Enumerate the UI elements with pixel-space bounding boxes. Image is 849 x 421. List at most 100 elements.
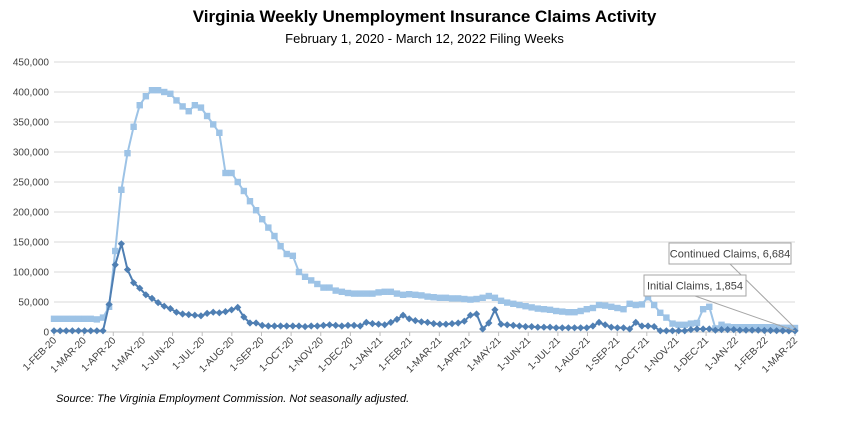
data-point — [344, 321, 352, 329]
callout-continued-claims: Continued Claims, 6,684 — [668, 242, 796, 329]
data-point — [62, 327, 70, 335]
data-point — [510, 300, 517, 307]
data-point — [405, 315, 413, 323]
data-point — [773, 327, 781, 335]
data-point — [644, 322, 652, 330]
data-point — [375, 289, 382, 296]
y-tick-label: 200,000 — [13, 208, 50, 219]
data-point — [252, 319, 260, 327]
data-point — [369, 290, 376, 297]
data-point — [81, 315, 88, 322]
data-point — [99, 314, 107, 321]
data-point — [724, 326, 732, 334]
data-point — [516, 301, 523, 309]
data-point — [142, 291, 150, 299]
data-point — [368, 320, 377, 328]
y-tick-label: 100,000 — [13, 268, 50, 279]
data-point — [472, 310, 481, 318]
data-point — [656, 327, 664, 335]
data-point — [50, 315, 58, 322]
y-tick-label: 300,000 — [13, 148, 50, 159]
data-point — [276, 322, 285, 330]
data-point — [448, 295, 456, 302]
data-point — [748, 326, 756, 334]
data-point — [240, 187, 248, 195]
y-tick-label: 250,000 — [13, 178, 50, 189]
data-point — [766, 326, 775, 335]
data-point — [675, 327, 683, 335]
data-point — [81, 327, 89, 335]
data-point — [289, 322, 297, 330]
data-point — [338, 288, 346, 295]
data-point — [75, 315, 82, 322]
data-point — [411, 317, 419, 325]
data-point — [412, 291, 419, 298]
data-point — [546, 306, 554, 313]
data-point — [675, 321, 682, 328]
data-point — [314, 280, 321, 288]
data-point — [711, 326, 719, 334]
data-point — [424, 293, 431, 300]
data-point — [227, 306, 236, 314]
data-point — [203, 309, 211, 317]
data-point — [418, 292, 425, 299]
y-axis-ticks: 0 50,000 100,000 150,000 200,000 250,000 300,0… — [13, 58, 50, 339]
data-point — [687, 320, 695, 327]
data-point — [313, 322, 321, 330]
data-point — [540, 306, 548, 313]
data-point — [56, 327, 64, 335]
data-point — [503, 321, 511, 329]
data-point — [528, 304, 535, 311]
data-point — [197, 104, 205, 111]
data-point — [479, 294, 486, 301]
data-point — [570, 324, 579, 332]
data-point — [699, 306, 707, 313]
data-point — [668, 327, 677, 335]
data-point — [69, 315, 76, 322]
callout-box — [668, 242, 792, 265]
data-point — [589, 304, 597, 312]
data-point — [240, 313, 248, 321]
data-point — [552, 324, 560, 332]
data-point — [473, 295, 480, 303]
data-point — [479, 325, 487, 333]
data-point — [552, 307, 560, 315]
data-point — [167, 90, 174, 97]
callout-box — [643, 274, 747, 297]
data-point — [215, 309, 223, 317]
data-point — [283, 322, 291, 330]
data-point — [730, 326, 738, 334]
data-point — [363, 290, 370, 297]
data-point — [577, 307, 584, 315]
data-point — [644, 294, 652, 301]
data-point — [430, 320, 438, 328]
data-point — [350, 321, 358, 329]
data-point — [460, 317, 468, 325]
data-point — [332, 321, 340, 329]
data-point — [179, 310, 187, 318]
data-point — [393, 315, 401, 323]
callout-initial-claims: Initial Claims, 1,854 — [643, 274, 796, 332]
data-point — [638, 301, 646, 308]
data-point — [308, 277, 315, 284]
data-point — [577, 324, 585, 332]
data-point — [265, 224, 272, 231]
data-point — [295, 268, 303, 276]
gridlines — [54, 61, 795, 333]
data-point — [63, 315, 70, 322]
data-point — [112, 247, 119, 255]
data-point — [442, 294, 450, 301]
data-point — [467, 296, 474, 303]
data-point — [234, 303, 242, 311]
data-point — [595, 318, 603, 326]
data-point — [338, 322, 346, 330]
data-point — [620, 306, 627, 313]
data-point — [68, 327, 76, 335]
data-point — [718, 321, 725, 328]
data-point — [228, 169, 235, 177]
data-point — [626, 325, 634, 333]
data-point — [221, 308, 230, 316]
data-point — [326, 284, 333, 291]
data-point — [583, 324, 591, 332]
data-point — [277, 243, 284, 250]
